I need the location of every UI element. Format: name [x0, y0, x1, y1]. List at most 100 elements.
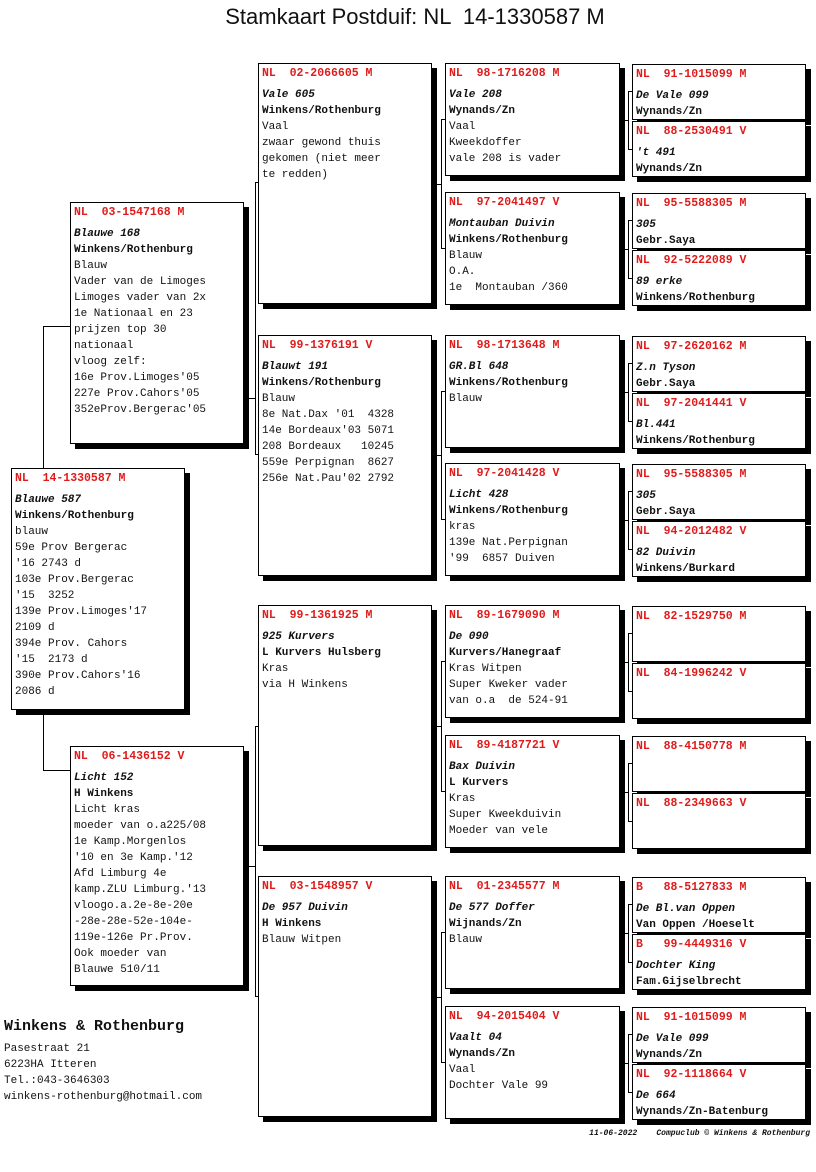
- connector-line: [243, 398, 256, 399]
- ring-number: NL 94-2012482 V: [636, 525, 747, 538]
- pigeon-note: Dochter Vale 99: [449, 1080, 549, 1092]
- pigeon-card: NL 91-1015099 M De Vale 099 Wynands/Zn: [632, 64, 806, 120]
- ring-number: NL 92-5222089 V: [636, 254, 747, 267]
- pigeon-note: '10 en 3e Kamp.'12: [74, 852, 193, 864]
- ring-number: NL 98-1713648 M: [449, 339, 560, 352]
- pigeon-name: Vale 605: [262, 89, 315, 101]
- pigeon-card: NL 03-1548957 V De 957 Duivin H Winkens Bla…: [258, 876, 432, 1117]
- pigeon-owner: Kurvers/Hanegraaf: [449, 647, 562, 659]
- ring-number: NL 95-5588305 M: [636, 468, 747, 481]
- connector-line: [628, 91, 629, 149]
- breeder-email[interactable]: winkens-rothenburg@hotmail.com: [4, 1091, 203, 1103]
- pigeon-card: NL 97-2041428 V Licht 428 Winkens/Rothenbu…: [445, 463, 620, 576]
- pigeon-name: Licht 428: [449, 489, 509, 501]
- pigeon-owner: Wynands/Zn: [636, 106, 703, 118]
- connector-line: [441, 519, 445, 520]
- pigeon-note: Blauwe 510/11: [74, 964, 160, 976]
- pigeon-card: NL 98-1713648 M GR.Bl 648 Winkens/Rothenbu…: [445, 335, 620, 448]
- pigeon-name: Blauwe 587: [15, 494, 82, 506]
- pigeon-card: NL 95-5588305 M 305 Gebr.Saya: [632, 464, 806, 520]
- pigeon-note: 139e Prov.Limoges'17: [15, 606, 148, 618]
- pigeon-name: Licht 152: [74, 772, 134, 784]
- pigeon-owner: L Kurvers: [449, 777, 509, 789]
- pigeon-note: Kras: [449, 793, 476, 805]
- connector-line: [255, 726, 256, 996]
- pigeon-note: '99 6857 Duiven: [449, 553, 555, 565]
- pigeon-card: B 88-5127833 M De Bl.van Oppen Van Oppen /…: [632, 877, 806, 933]
- pigeon-note: Ook moeder van: [74, 948, 167, 960]
- pigeon-owner: H Winkens: [74, 788, 134, 800]
- connector-line: [430, 183, 441, 185]
- connector-line: [441, 1062, 445, 1063]
- pigeon-note: 1e Montauban /360: [449, 282, 568, 294]
- pigeon-name: Z.n Tyson: [636, 362, 696, 374]
- pigeon-note: 394e Prov. Cahors: [15, 638, 128, 650]
- connector-line: [441, 391, 442, 519]
- connector-line: [255, 454, 258, 455]
- pigeon-card: NL 98-1716208 M Vale 208 Wynands/Zn Vaal Kwe…: [445, 63, 620, 176]
- connector-line: [628, 220, 629, 278]
- pigeon-card: NL 01-2345577 M De 577 Doffer Wijnands/Zn B…: [445, 876, 620, 989]
- pigeon-note: 139e Nat.Perpignan: [449, 537, 568, 549]
- ring-number: NL 97-2041497 V: [449, 196, 560, 209]
- pigeon-name: De Vale 099: [636, 1033, 709, 1045]
- pigeon-note: 2109 d: [15, 622, 55, 634]
- ring-number: NL 88-2530491 V: [636, 125, 747, 138]
- pigeon-note: prijzen top 30: [74, 324, 167, 336]
- ring-number: NL 01-2345577 M: [449, 880, 560, 893]
- breeder-info: Winkens & Rothenburg Pasestraat 21 6223H…: [4, 1019, 202, 1105]
- ring-number: NL 92-1118664 V: [636, 1068, 747, 1081]
- connector-line: [619, 249, 628, 250]
- connector-line: [441, 932, 445, 933]
- connector-line: [441, 391, 445, 392]
- pigeon-name: Montauban Duivin: [449, 218, 555, 230]
- ring-number: NL 03-1547168 M: [74, 206, 185, 219]
- ring-number: NL 91-1015099 M: [636, 68, 747, 81]
- connector-line: [628, 633, 632, 634]
- pigeon-card: NL 99-1361925 M 925 Kurvers L Kurvers Huls…: [258, 605, 432, 846]
- connector-line: [243, 866, 256, 867]
- pigeon-owner: Gebr.Saya: [636, 378, 696, 390]
- pigeon-note: Blauw: [74, 260, 108, 272]
- pigeon-note: kras: [449, 521, 476, 533]
- pigeon-note: van o.a de 524-91: [449, 695, 568, 707]
- connector-line: [43, 770, 70, 771]
- pigeon-card: NL 02-2066605 M Vale 605 Winkens/Rothenbur…: [258, 63, 432, 304]
- pigeon-name: Blauwe 168: [74, 228, 141, 240]
- pigeon-card: NL 03-1547168 M Blauwe 168 Winkens/Rothenb…: [70, 202, 244, 444]
- pigeon-note: 256e Nat.Pau'02 2792: [262, 473, 395, 485]
- pigeon-note: 390e Prov.Cahors'16: [15, 670, 141, 682]
- connector-line: [628, 491, 629, 549]
- ring-number: NL 84-1996242 V: [636, 667, 747, 680]
- pigeon-owner: Winkens/Rothenburg: [262, 105, 381, 117]
- ring-number: NL 02-2066605 M: [262, 67, 373, 80]
- pigeon-note: '15 3252: [15, 590, 75, 602]
- pigeon-note: Vader van de Limoges: [74, 276, 207, 288]
- pigeon-note: Vaal: [262, 121, 289, 133]
- connector-line: [628, 278, 632, 279]
- pigeon-note: Blauw: [449, 393, 483, 405]
- ring-number: B 88-5127833 M: [636, 881, 747, 894]
- connector-line: [628, 1034, 629, 1092]
- pigeon-note: 559e Perpignan 8627: [262, 457, 395, 469]
- connector-line: [628, 363, 629, 421]
- pigeon-note: Kras Witpen: [449, 663, 522, 675]
- pigeon-owner: Winkens/Rothenburg: [636, 435, 755, 447]
- pigeon-note: 59e Prov Bergerac: [15, 542, 128, 554]
- ring-number: NL 95-5588305 M: [636, 197, 747, 210]
- pigeon-owner: Wynands/Zn: [449, 105, 516, 117]
- connector-line: [628, 363, 632, 364]
- pigeon-note: gekomen (niet meer: [262, 153, 381, 165]
- footer-credit: 11-06-2022 Compuclub © Winkens & Rothenb…: [589, 1129, 810, 1138]
- pigeon-name: 925 Kurvers: [262, 631, 335, 643]
- pigeon-note: Kweekdoffer: [449, 137, 522, 149]
- ring-number: NL 97-2620162 M: [636, 340, 747, 353]
- connector-line: [441, 661, 445, 662]
- connector-line: [441, 119, 445, 120]
- pigeon-note: Moeder van vele: [449, 825, 549, 837]
- pigeon-card: NL 06-1436152 V Licht 152 H Winkens Licht k…: [70, 746, 244, 986]
- pigeon-card: NL 94-2015404 V Vaalt 04 Wynands/Zn Vaal Doc…: [445, 1006, 620, 1119]
- connector-line: [430, 997, 441, 998]
- connector-line: [619, 520, 628, 521]
- pigeon-name: De 577 Doffer: [449, 902, 535, 914]
